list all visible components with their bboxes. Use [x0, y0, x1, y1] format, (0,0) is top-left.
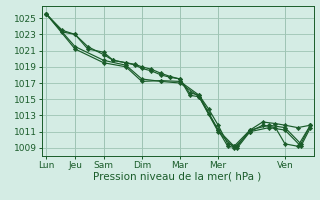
X-axis label: Pression niveau de la mer( hPa ): Pression niveau de la mer( hPa ) [93, 171, 262, 181]
